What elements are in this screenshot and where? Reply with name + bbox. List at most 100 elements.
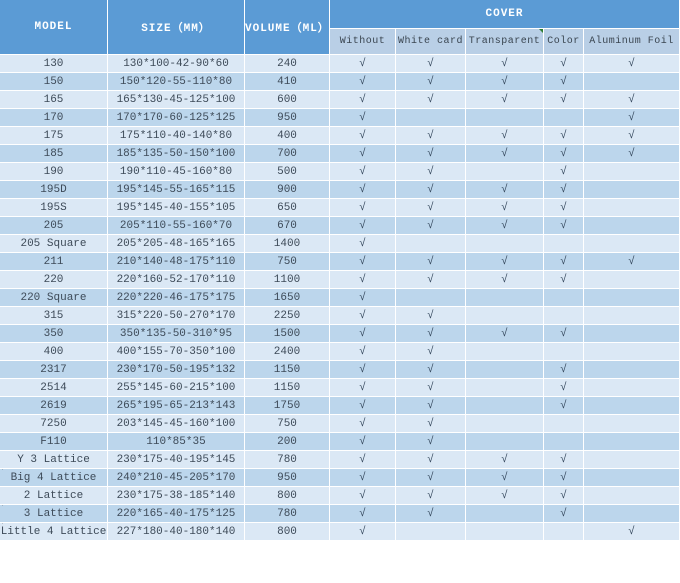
cover-check-cell-aluminum-foil: [584, 361, 680, 379]
size-cell: 110*85*35: [108, 433, 245, 451]
volume-cell: 600: [245, 91, 330, 109]
cover-check-cell-without: √: [330, 505, 396, 523]
size-cell: 240*210-45-205*170: [108, 469, 245, 487]
header-row-sub: Without White card Transparent Color Alu…: [0, 29, 680, 55]
size-cell: 210*140-48-175*110: [108, 253, 245, 271]
cover-check-cell-without: √: [330, 397, 396, 415]
col-header-transparent: Transparent: [466, 29, 544, 55]
cover-check-cell-color: √: [544, 451, 584, 469]
col-header-cover: COVER: [330, 0, 680, 29]
cover-spec-table: MODEL SIZE（MM） VOLUME（ML） COVER Without …: [0, 0, 680, 541]
table-body: 130 130*100-42-90*60 240 √ √ √ √ √ 150 150*120-55…: [0, 55, 680, 541]
table-row: 211 210*140-48-175*110 750 √ √ √ √ √: [0, 253, 680, 271]
table-row: 400 400*155-70-350*100 2400 √ √: [0, 343, 680, 361]
cover-check-cell-white-card: √: [396, 469, 466, 487]
cover-check-cell-transparent: √: [466, 325, 544, 343]
table-row: 2317 230*170-50-195*132 1150 √ √ √: [0, 361, 680, 379]
size-cell: 220*165-40-175*125: [108, 505, 245, 523]
cover-check-cell-transparent: √: [466, 451, 544, 469]
cover-check-cell-color: √: [544, 361, 584, 379]
table-row: 7250 203*145-45-160*100 750 √ √: [0, 415, 680, 433]
volume-cell: 500: [245, 163, 330, 181]
cover-check-cell-without: √: [330, 523, 396, 541]
cover-check-cell-white-card: √: [396, 433, 466, 451]
size-cell: 165*130-45-125*100: [108, 91, 245, 109]
cover-check-cell-color: √: [544, 379, 584, 397]
cover-check-cell-without: √: [330, 181, 396, 199]
cover-check-cell-without: √: [330, 253, 396, 271]
cover-check-cell-transparent: [466, 415, 544, 433]
model-cell: 7250: [0, 415, 108, 433]
cover-check-cell-aluminum-foil: [584, 163, 680, 181]
table-row: 350 350*135-50-310*95 1500 √ √ √ √: [0, 325, 680, 343]
cover-check-cell-transparent: √: [466, 271, 544, 289]
size-cell: 150*120-55-110*80: [108, 73, 245, 91]
table-row: 130 130*100-42-90*60 240 √ √ √ √ √: [0, 55, 680, 73]
cover-check-cell-white-card: √: [396, 325, 466, 343]
cover-check-cell-transparent: [466, 307, 544, 325]
size-cell: 203*145-45-160*100: [108, 415, 245, 433]
cover-check-cell-without: √: [330, 91, 396, 109]
cover-check-cell-transparent: [466, 163, 544, 181]
volume-cell: 650: [245, 199, 330, 217]
model-cell: Little 4 Lattice ': [0, 523, 108, 541]
table-row: 165 165*130-45-125*100 600 √ √ √ √ √: [0, 91, 680, 109]
cover-check-cell-transparent: √: [466, 145, 544, 163]
table-row: 195S 195*145-40-155*105 650 √ √ √ √: [0, 199, 680, 217]
model-cell: 185: [0, 145, 108, 163]
table-row: 195D 195*145-55-165*115 900 √ √ √ √: [0, 181, 680, 199]
table-row: Big 4 Lattice ' 240*210-45-205*170 950 √ √ √ √: [0, 469, 680, 487]
cover-check-cell-aluminum-foil: √: [584, 109, 680, 127]
cover-check-cell-white-card: √: [396, 487, 466, 505]
cover-check-cell-aluminum-foil: [584, 217, 680, 235]
size-cell: 190*110-45-160*80: [108, 163, 245, 181]
table-row: 2514 255*145-60-215*100 1150 √ √ √: [0, 379, 680, 397]
cover-check-cell-without: √: [330, 451, 396, 469]
cover-check-cell-without: √: [330, 415, 396, 433]
model-cell: 211: [0, 253, 108, 271]
size-cell: 130*100-42-90*60: [108, 55, 245, 73]
cover-check-cell-white-card: √: [396, 253, 466, 271]
cover-check-cell-white-card: √: [396, 415, 466, 433]
cover-check-cell-white-card: √: [396, 91, 466, 109]
cover-check-cell-white-card: √: [396, 271, 466, 289]
cover-check-cell-transparent: [466, 523, 544, 541]
table-row: 220 Square 220*220-46-175*175 1650 √: [0, 289, 680, 307]
cover-check-cell-color: √: [544, 505, 584, 523]
cover-check-cell-white-card: √: [396, 73, 466, 91]
size-cell: 255*145-60-215*100: [108, 379, 245, 397]
cover-check-cell-aluminum-foil: √: [584, 523, 680, 541]
size-cell: 400*155-70-350*100: [108, 343, 245, 361]
volume-cell: 800: [245, 487, 330, 505]
cover-check-cell-aluminum-foil: √: [584, 55, 680, 73]
volume-cell: 780: [245, 505, 330, 523]
col-header-aluminum-foil: Aluminum Foil: [584, 29, 680, 55]
cover-check-cell-color: [544, 109, 584, 127]
cover-check-cell-transparent: √: [466, 199, 544, 217]
model-cell: 205 Square: [0, 235, 108, 253]
cover-check-cell-color: √: [544, 325, 584, 343]
model-cell: Big 4 Lattice ': [0, 469, 108, 487]
model-cell: 175: [0, 127, 108, 145]
cover-check-cell-color: √: [544, 55, 584, 73]
cover-check-cell-white-card: √: [396, 199, 466, 217]
volume-cell: 1400: [245, 235, 330, 253]
cover-check-cell-transparent: √: [466, 91, 544, 109]
cover-check-cell-without: √: [330, 379, 396, 397]
stray-mark: ': [0, 505, 6, 512]
model-cell: F110: [0, 433, 108, 451]
cover-check-cell-aluminum-foil: [584, 325, 680, 343]
cover-check-cell-transparent: [466, 289, 544, 307]
cover-check-cell-transparent: [466, 505, 544, 523]
size-cell: 227*180-40-180*140: [108, 523, 245, 541]
cover-check-cell-without: √: [330, 307, 396, 325]
model-cell: 195S: [0, 199, 108, 217]
model-cell: Y 3 Lattice: [0, 451, 108, 469]
cover-check-cell-white-card: [396, 109, 466, 127]
model-cell: 2619: [0, 397, 108, 415]
cover-check-cell-color: √: [544, 181, 584, 199]
cover-check-cell-white-card: √: [396, 145, 466, 163]
cover-check-cell-aluminum-foil: [584, 73, 680, 91]
cover-check-cell-color: √: [544, 469, 584, 487]
